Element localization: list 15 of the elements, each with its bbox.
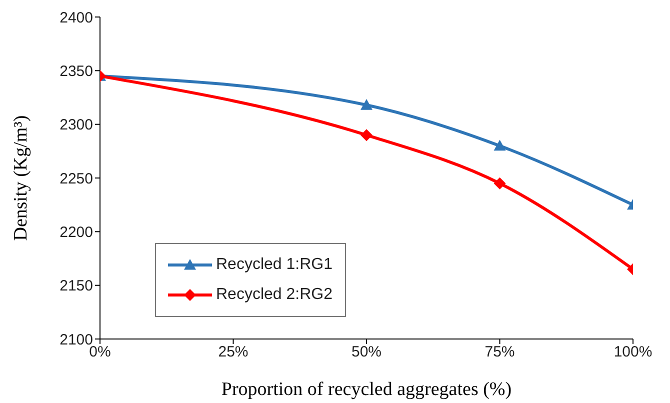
y-tick-label: 2150 <box>60 278 93 295</box>
x-tick-label: 25% <box>218 344 248 361</box>
x-tick-label: 75% <box>484 344 515 361</box>
x-tick-label: 0% <box>89 344 111 361</box>
legend-label: Recycled 1:RG1 <box>216 255 332 275</box>
y-tick-label: 2250 <box>60 170 93 188</box>
legend-label: Recycled 2:RG2 <box>216 285 332 305</box>
y-tick-label: 2400 <box>60 9 93 26</box>
x-tick-label: 50% <box>351 344 382 361</box>
y-axis-title: Density (Kg/m³) <box>10 115 32 241</box>
y-tick-label: 2200 <box>60 224 93 241</box>
y-tick-label: 2300 <box>60 116 93 134</box>
x-tick-label: 100% <box>614 344 652 361</box>
y-tick-label: 2350 <box>60 62 93 80</box>
x-axis-title: Proportion of recycled aggregates (%) <box>221 379 512 400</box>
